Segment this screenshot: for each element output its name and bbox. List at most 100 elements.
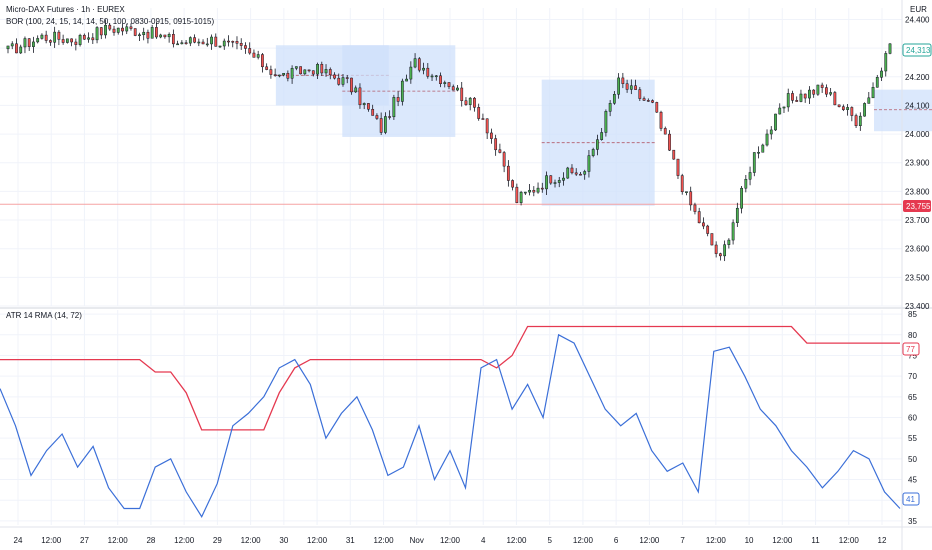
candle-up [880, 70, 883, 78]
candle-down [15, 43, 18, 54]
candle-up [858, 115, 862, 126]
candle-up [197, 41, 201, 44]
candle-down [426, 67, 430, 77]
time-tick-label: 5 [547, 536, 552, 545]
atr-ma-badge: 77 [902, 342, 920, 356]
candle-up [519, 191, 523, 203]
candle-down [481, 118, 485, 120]
candle-down [82, 34, 86, 40]
candle-up [316, 64, 319, 75]
candle-down [549, 175, 553, 184]
candle-up [553, 182, 557, 184]
candle-down [184, 42, 188, 44]
candle-up [19, 46, 23, 54]
candle-up [256, 54, 260, 58]
price-tick-label: 23.700 [905, 216, 930, 225]
candle-up [290, 68, 294, 79]
candle-down [252, 52, 256, 58]
candle-down [358, 87, 362, 106]
candle-up [871, 87, 875, 99]
candle-down [49, 40, 52, 43]
candle-down [659, 111, 663, 129]
time-tick-label: Nov [410, 536, 424, 545]
candle-down [388, 116, 392, 118]
candle-down [702, 222, 705, 227]
symbol-legend[interactable]: Micro-DAX Futures · 1h · EUREX [6, 5, 125, 14]
candle-down [299, 66, 302, 75]
candle-down [333, 74, 336, 79]
candle-down [485, 118, 489, 134]
candle-up [562, 177, 565, 181]
time-tick-label: 12:00 [241, 536, 262, 545]
candle-up [536, 187, 540, 193]
candle-down [498, 149, 502, 153]
candle-down [540, 187, 544, 190]
candle-up [188, 37, 192, 44]
candle-up [95, 27, 99, 41]
candle-down [820, 84, 824, 88]
candle-up [104, 24, 107, 36]
candle-down [689, 191, 693, 206]
candle-up [405, 78, 408, 82]
candle-down [663, 128, 667, 135]
time-tick-label: 27 [80, 536, 89, 545]
candle-up [583, 171, 587, 175]
candle-up [528, 189, 531, 193]
candle-down [812, 89, 816, 95]
candle-down [439, 75, 442, 85]
time-tick-label: 4 [481, 536, 486, 545]
candle-down [350, 77, 353, 93]
candle-down [634, 85, 637, 90]
candle-up [40, 34, 44, 39]
candle-up [430, 75, 434, 78]
price-tick-label: 24.400 [905, 15, 930, 24]
candle-up [65, 38, 69, 43]
candle-down [718, 253, 722, 257]
candle-down [668, 133, 671, 151]
price-axis[interactable]: 24.40024.30024.20024.10024.00023.90023.8… [905, 15, 930, 311]
candle-down [231, 41, 235, 43]
candle-up [324, 69, 328, 74]
candle-down [502, 152, 506, 167]
candle-up [735, 207, 739, 223]
candle-up [210, 36, 213, 45]
atr-tick-label: 55 [908, 434, 917, 443]
candle-up [587, 155, 591, 172]
candle-up [23, 38, 27, 48]
price-tick-label: 23.900 [905, 159, 930, 168]
candle-down [129, 26, 133, 29]
candle-down [112, 28, 116, 33]
candle-up [808, 89, 811, 99]
price-tick-label: 24.100 [905, 101, 930, 110]
candle-up [409, 66, 413, 80]
candle-down [490, 132, 493, 139]
time-tick-label: 29 [213, 536, 222, 545]
bor-indicator-legend[interactable]: BOR (100, 24, 15, 14, 14, 50, 100, 0830-… [6, 17, 214, 26]
candle-up [888, 43, 892, 54]
candle-up [87, 37, 90, 40]
atr-tick-label: 45 [908, 476, 917, 485]
candle-up [557, 180, 561, 183]
candle-down [447, 82, 451, 87]
time-tick-label: 12:00 [307, 536, 328, 545]
candle-up [150, 27, 154, 39]
candle-down [155, 27, 158, 38]
candle-down [680, 175, 684, 193]
candle-up [205, 43, 209, 46]
candle-up [10, 43, 14, 47]
candle-up [468, 97, 472, 105]
candle-up [456, 87, 459, 91]
atr-indicator-legend[interactable]: ATR 14 RMA (14, 72) [6, 311, 82, 320]
candle-down [375, 115, 379, 119]
level-price-badge: 23,755 [903, 200, 931, 212]
time-tick-label: 12:00 [374, 536, 395, 545]
candle-down [57, 31, 61, 40]
candle-up [604, 111, 608, 133]
candle-down [345, 77, 349, 79]
candle-down [710, 233, 714, 246]
candle-down [273, 74, 277, 76]
time-axis[interactable]: 24 12:00 27 12:00 28 12:00 29 12:00 30 12:00 31 12:… [14, 536, 887, 545]
candle-down [532, 189, 536, 193]
atr-current-value: 41 [906, 495, 915, 504]
